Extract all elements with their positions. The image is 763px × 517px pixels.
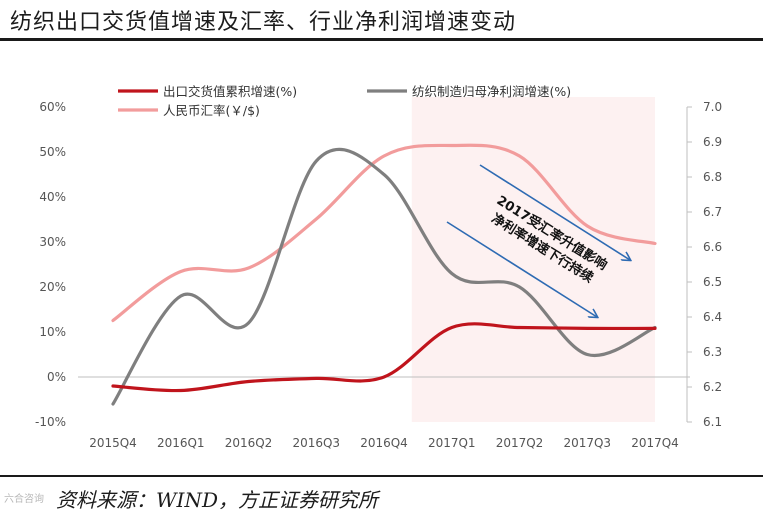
watermark: 六合咨询 bbox=[4, 494, 44, 505]
chart: -10% 0% 10% 20% 30% 40% 50% 60% 6.1 6.2 6.3 6.4 6.5… bbox=[35, 84, 722, 450]
legend-label-export: 出口交货值累积增速(%) bbox=[163, 84, 297, 99]
x-tick-label: 2016Q4 bbox=[360, 436, 408, 450]
title-divider bbox=[0, 38, 763, 41]
source-note: 资料来源：WIND，方正证券研究所 bbox=[56, 488, 378, 512]
shaded-region-2017 bbox=[411, 97, 655, 422]
legend-label-profit: 纺织制造归母净利润增速(%) bbox=[412, 84, 571, 99]
x-tick-label: 2016Q1 bbox=[157, 436, 205, 450]
right-tick-label: 6.1 bbox=[703, 415, 722, 429]
x-tick-label: 2016Q2 bbox=[225, 436, 273, 450]
x-tick-label: 2017Q4 bbox=[631, 436, 679, 450]
footer-divider bbox=[0, 475, 763, 477]
right-tick-label: 6.8 bbox=[703, 170, 722, 184]
left-tick-label: 20% bbox=[39, 280, 66, 294]
right-tick-label: 6.7 bbox=[703, 205, 722, 219]
page-title: 纺织出口交货值增速及汇率、行业净利润增速变动 bbox=[10, 10, 517, 35]
right-tick-label: 7.0 bbox=[703, 100, 722, 114]
right-tick-label: 6.3 bbox=[703, 345, 722, 359]
x-tick-label: 2015Q4 bbox=[89, 436, 137, 450]
legend: 出口交货值累积增速(%) 纺织制造归母净利润增速(%) 人民币汇率(￥/$) bbox=[118, 84, 571, 118]
series-line-fx bbox=[111, 143, 657, 323]
annotation-arrow-upper bbox=[479, 164, 630, 260]
left-tick-label: 60% bbox=[39, 100, 66, 114]
legend-label-fx: 人民币汇率(￥/$) bbox=[163, 103, 260, 118]
left-tick-label: 40% bbox=[39, 190, 66, 204]
right-tick-label: 6.6 bbox=[703, 240, 722, 254]
left-tick-label: 50% bbox=[39, 145, 66, 159]
right-tick-label: 6.2 bbox=[703, 380, 722, 394]
right-y-axis: 6.1 6.2 6.3 6.4 6.5 6.6 6.7 6.8 6.9 7.0 bbox=[686, 100, 722, 429]
x-tick-label: 2017Q2 bbox=[496, 436, 544, 450]
right-tick-label: 6.9 bbox=[703, 135, 722, 149]
left-tick-label: 0% bbox=[47, 370, 66, 384]
annotation-arrow-lower bbox=[446, 221, 597, 317]
left-tick-label: -10% bbox=[35, 415, 66, 429]
left-tick-label: 10% bbox=[39, 325, 66, 339]
left-y-axis: -10% 0% 10% 20% 30% 40% 50% 60% bbox=[35, 100, 66, 429]
series-line-profit bbox=[111, 147, 657, 406]
right-tick-label: 6.4 bbox=[703, 310, 722, 324]
series-line-export bbox=[111, 322, 657, 393]
right-tick-label: 6.5 bbox=[703, 275, 722, 289]
x-tick-label: 2017Q1 bbox=[428, 436, 476, 450]
series-lines bbox=[111, 143, 657, 406]
x-axis-labels: 2015Q4 2016Q1 2016Q2 2016Q3 2016Q4 2017Q1 2017… bbox=[89, 436, 679, 450]
left-tick-label: 30% bbox=[39, 235, 66, 249]
x-tick-label: 2016Q3 bbox=[292, 436, 340, 450]
x-tick-label: 2017Q3 bbox=[563, 436, 611, 450]
